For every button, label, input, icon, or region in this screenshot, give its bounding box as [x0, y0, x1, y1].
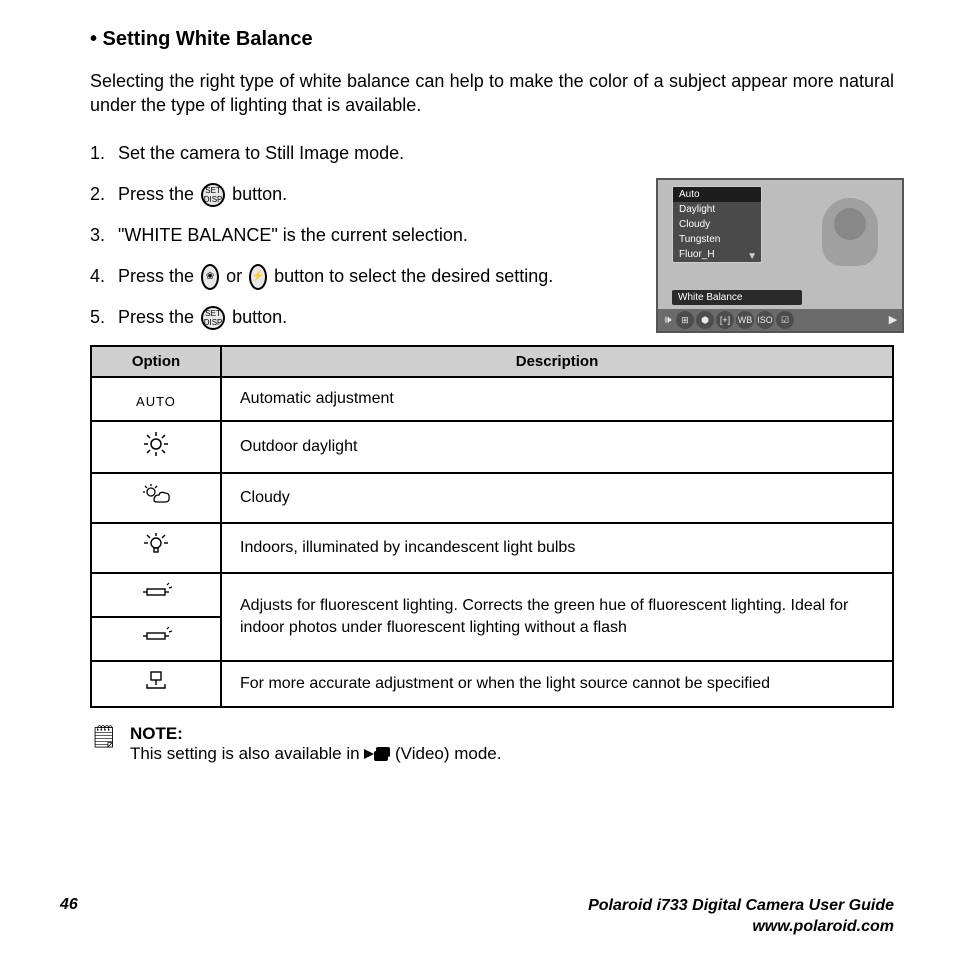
- intro-paragraph: Selecting the right type of white balanc…: [90, 69, 894, 118]
- step-5-text-a: Press the: [118, 307, 199, 327]
- note-icon: 🗒: [90, 724, 118, 764]
- lcd-icon-2: ⬢: [696, 311, 714, 329]
- lcd-icon-wb: WB: [736, 311, 754, 329]
- note-text-b: (Video) mode.: [395, 744, 501, 763]
- step-2: Press the SETDISP button.: [90, 181, 590, 208]
- down-button-icon: ⚡: [249, 264, 267, 290]
- section-heading: • Setting White Balance: [90, 28, 894, 51]
- bulb-icon: [142, 532, 170, 558]
- option-daylight-icon: [91, 421, 221, 473]
- footer-text: Polaroid i733 Digital Camera User Guide …: [60, 896, 894, 938]
- page-footer: 46 Polaroid i733 Digital Camera User Gui…: [60, 896, 894, 938]
- desc-tungsten: Indoors, illuminated by incandescent lig…: [221, 523, 893, 573]
- cloudy-icon: [140, 482, 172, 508]
- footer-url: www.polaroid.com: [752, 918, 894, 935]
- lcd-menu-title: White Balance: [672, 290, 802, 305]
- note-section: 🗒 NOTE: This setting is also available i…: [90, 724, 894, 764]
- lcd-speaker-icon: 🕪: [662, 311, 674, 329]
- lcd-menu-arrow-icon: ▼: [747, 251, 757, 262]
- step-1: Set the camera to Still Image mode.: [90, 140, 590, 167]
- desc-auto: Automatic adjustment: [221, 377, 893, 421]
- step-2-text-a: Press the: [118, 184, 199, 204]
- step-5: Press the SETDISP button.: [90, 304, 590, 331]
- note-text-a: This setting is also available in: [130, 744, 364, 763]
- table-header-option: Option: [91, 346, 221, 377]
- note-body: NOTE: This setting is also available in …: [130, 724, 502, 764]
- lcd-play-icon: ▶: [888, 311, 898, 329]
- table-row: Adjusts for fluorescent lighting. Correc…: [91, 573, 893, 617]
- up-button-icon: ❀: [201, 264, 219, 290]
- table-header-description: Description: [221, 346, 893, 377]
- desc-custom: For more accurate adjustment or when the…: [221, 661, 893, 707]
- lcd-background-person: [822, 198, 878, 266]
- set-disp-icon-2: SETDISP: [201, 306, 225, 330]
- set-disp-icon: SETDISP: [201, 183, 225, 207]
- lcd-menu-item-cloudy: Cloudy: [673, 217, 761, 232]
- table-row: Outdoor daylight: [91, 421, 893, 473]
- video-mode-icon: [364, 747, 390, 761]
- option-custom-icon: [91, 661, 221, 707]
- steps-container: Set the camera to Still Image mode. Pres…: [90, 140, 894, 331]
- fluorescent-icon: [139, 582, 173, 602]
- table-header-row: Option Description: [91, 346, 893, 377]
- lcd-menu: Auto Daylight Cloudy Tungsten Fluor_H ▼: [672, 186, 762, 263]
- option-tungsten-icon: [91, 523, 221, 573]
- lcd-icon-ev: ☑: [776, 311, 794, 329]
- table-row: Cloudy: [91, 473, 893, 523]
- fluorescent-icon-2: [139, 626, 173, 646]
- step-3: "WHITE BALANCE" is the current selection…: [90, 222, 590, 249]
- desc-fluorescent: Adjusts for fluorescent lighting. Correc…: [221, 573, 893, 661]
- desc-cloudy: Cloudy: [221, 473, 893, 523]
- table-row: Indoors, illuminated by incandescent lig…: [91, 523, 893, 573]
- page-number: 46: [60, 896, 78, 914]
- option-fluorescent-2-icon: [91, 617, 221, 661]
- lcd-icon-iso: ISO: [756, 311, 774, 329]
- auto-label: AUTO: [136, 394, 176, 409]
- table-row: For more accurate adjustment or when the…: [91, 661, 893, 707]
- custom-wb-icon: [141, 670, 171, 692]
- table-row: AUTO Automatic adjustment: [91, 377, 893, 421]
- footer-title: Polaroid i733 Digital Camera User Guide: [588, 897, 894, 914]
- lcd-icon-3: [+]: [716, 311, 734, 329]
- step-4-text-b: or: [226, 266, 247, 286]
- step-4-text-c: button to select the desired setting.: [274, 266, 553, 286]
- lcd-menu-item-daylight: Daylight: [673, 202, 761, 217]
- lcd-iconbar: 🕪 ⊞ ⬢ [+] WB ISO ☑ ▶: [658, 309, 902, 331]
- sun-icon: [142, 430, 170, 458]
- options-table: Option Description AUTO Automatic adjust…: [90, 345, 894, 708]
- step-2-text-b: button.: [232, 184, 287, 204]
- step-4-text-a: Press the: [118, 266, 199, 286]
- option-fluorescent-1-icon: [91, 573, 221, 617]
- lcd-icon-1: ⊞: [676, 311, 694, 329]
- note-label: NOTE:: [130, 724, 183, 743]
- lcd-menu-item-auto: Auto: [673, 187, 761, 202]
- step-4: Press the ❀ or ⚡ button to select the de…: [90, 263, 590, 290]
- step-5-text-b: button.: [232, 307, 287, 327]
- camera-lcd-screenshot: Auto Daylight Cloudy Tungsten Fluor_H ▼ …: [656, 178, 904, 333]
- option-auto: AUTO: [91, 377, 221, 421]
- option-cloudy-icon: [91, 473, 221, 523]
- desc-daylight: Outdoor daylight: [221, 421, 893, 473]
- lcd-menu-item-tungsten: Tungsten: [673, 232, 761, 247]
